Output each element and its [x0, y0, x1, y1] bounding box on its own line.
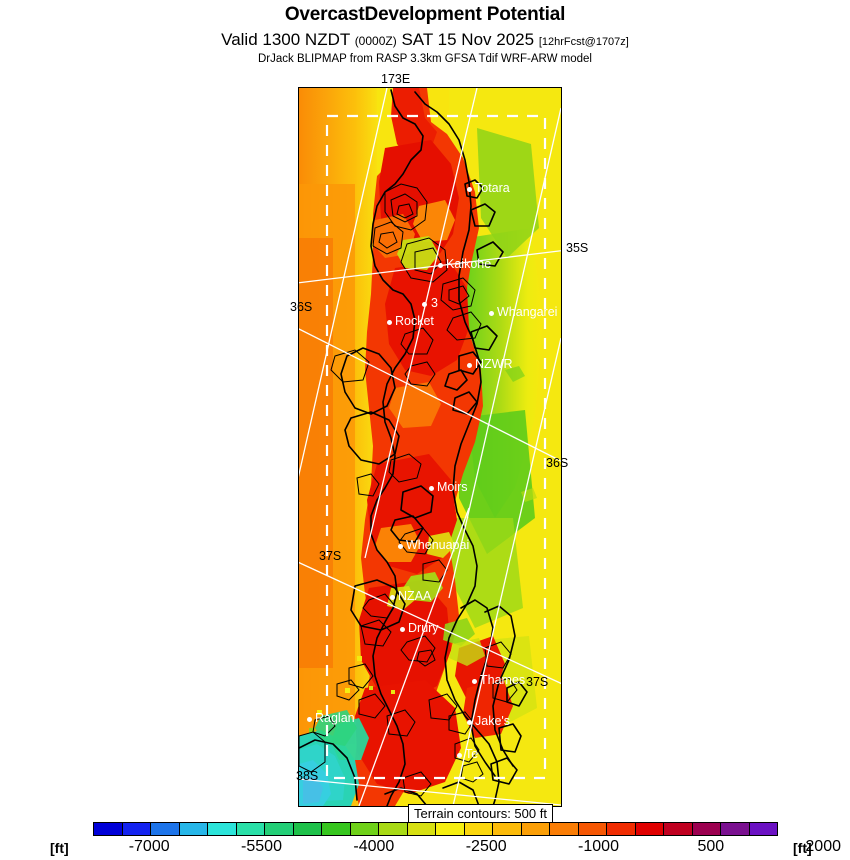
validity-line: Valid 1300 NZDT (0000Z) SAT 15 Nov 2025 … — [0, 30, 850, 50]
colorbar-swatch-12 — [436, 823, 465, 835]
colorbar-tick-labels: -7000 -5500 -4000 -2500 -1000 500 2000 — [93, 838, 841, 860]
valid-date: SAT 15 Nov 2025 — [401, 30, 535, 49]
graticule-label-36s-west: 36S — [290, 300, 313, 314]
header: OvercastDevelopment Potential Valid 1300… — [0, 0, 850, 65]
place-dot — [400, 627, 405, 632]
colorbar-swatch-19 — [635, 823, 664, 835]
colorbar-swatch-11 — [407, 823, 436, 835]
colorbar-swatch-15 — [521, 823, 550, 835]
place-dot — [387, 320, 392, 325]
colorbar-tick--7000: -7000 — [128, 838, 170, 855]
colorbar-tick--2500: -2500 — [465, 838, 507, 855]
colorbar-tick--4000: -4000 — [353, 838, 395, 855]
place-dot — [467, 363, 472, 368]
colorbar-swatch-16 — [550, 823, 579, 835]
graticule-label-38s: 38S — [296, 769, 319, 783]
place-dot — [472, 679, 477, 684]
valid-prefix: Valid 1300 NZDT — [221, 30, 350, 49]
colorbar-unit-left: [ft] — [50, 840, 69, 856]
place-dot — [390, 595, 395, 600]
map-canvas[interactable]: Totara Kaikohe 3 Rocket Whangarei NZWR M… — [299, 88, 561, 806]
colorbar-swatch-8 — [322, 823, 351, 835]
graticule-label-173e: 173E — [381, 72, 411, 86]
graticule-label-36s-east: 36S — [546, 456, 569, 470]
colorbar-swatch-20 — [664, 823, 693, 835]
graticule-label-37s-east: 37S — [526, 675, 549, 689]
terrain-contour-legend: Terrain contours: 500 ft — [408, 804, 553, 824]
colorbar-swatch-14 — [493, 823, 522, 835]
place-dot — [429, 486, 434, 491]
colorbar-swatch-0 — [94, 823, 123, 835]
place-dot — [489, 311, 494, 316]
place-dot — [457, 753, 462, 758]
colorbar-tick--5500: -5500 — [241, 838, 282, 855]
place-dot — [467, 187, 472, 192]
colorbar-tick-2000: 2000 — [805, 838, 841, 855]
valid-utc: (0000Z) — [354, 34, 397, 48]
graticule-label-37s-west: 37S — [319, 549, 342, 563]
colorbar-swatch-4 — [208, 823, 237, 835]
colorbar-swatch-23 — [749, 823, 777, 835]
colorbar-swatch-6 — [265, 823, 294, 835]
place-dot — [438, 263, 443, 268]
place-dot — [422, 302, 427, 307]
colorbar-swatch-7 — [293, 823, 322, 835]
colorbar: [ft] -7000 -5500 -4000 -2500 -1000 500 2000 [f… — [0, 818, 850, 860]
map-raster — [299, 88, 561, 806]
colorbar-swatch-17 — [578, 823, 607, 835]
colorbar-swatch-2 — [151, 823, 180, 835]
colorbar-swatch-3 — [179, 823, 208, 835]
place-dot — [398, 544, 403, 549]
colorbar-swatch-10 — [379, 823, 408, 835]
forecast-tag: [12hrFcst@1707z] — [538, 36, 629, 48]
model-line: DrJack BLIPMAP from RASP 3.3km GFSA Tdif… — [257, 53, 592, 65]
place-dot — [467, 720, 472, 725]
graticule-label-35s: 35S — [566, 241, 589, 255]
weather-map[interactable]: Totara Kaikohe 3 Rocket Whangarei NZWR M… — [298, 87, 562, 807]
colorbar-tick-500: 500 — [697, 838, 725, 855]
colorbar-swatch-18 — [607, 823, 636, 835]
colorbar-swatch-22 — [721, 823, 750, 835]
colorbar-swatch-5 — [236, 823, 265, 835]
colorbar-tick--1000: -1000 — [578, 838, 619, 855]
colorbar-swatches[interactable] — [93, 822, 778, 836]
colorbar-swatch-13 — [464, 823, 493, 835]
place-dot — [307, 717, 312, 722]
page-title: OvercastDevelopment Potential — [284, 4, 566, 25]
colorbar-swatch-21 — [692, 823, 721, 835]
colorbar-swatch-1 — [122, 823, 151, 835]
colorbar-unit-right: [ft] — [793, 840, 812, 856]
colorbar-swatch-9 — [350, 823, 379, 835]
